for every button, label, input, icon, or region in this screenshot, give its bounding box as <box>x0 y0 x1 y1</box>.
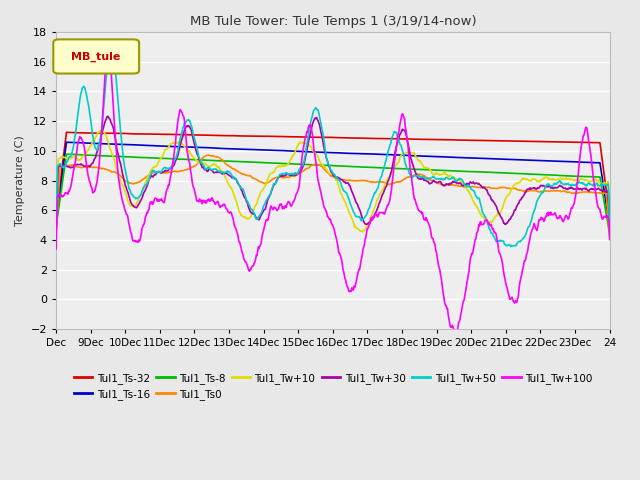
Legend: Tul1_Ts-32, Tul1_Ts-16, Tul1_Ts-8, Tul1_Ts0, Tul1_Tw+10, Tul1_Tw+30, Tul1_Tw+50,: Tul1_Ts-32, Tul1_Ts-16, Tul1_Ts-8, Tul1_… <box>70 369 596 404</box>
Y-axis label: Temperature (C): Temperature (C) <box>15 135 25 226</box>
Title: MB Tule Tower: Tule Temps 1 (3/19/14-now): MB Tule Tower: Tule Temps 1 (3/19/14-now… <box>189 15 476 28</box>
Text: MB_tule: MB_tule <box>71 51 120 62</box>
FancyBboxPatch shape <box>53 39 139 73</box>
